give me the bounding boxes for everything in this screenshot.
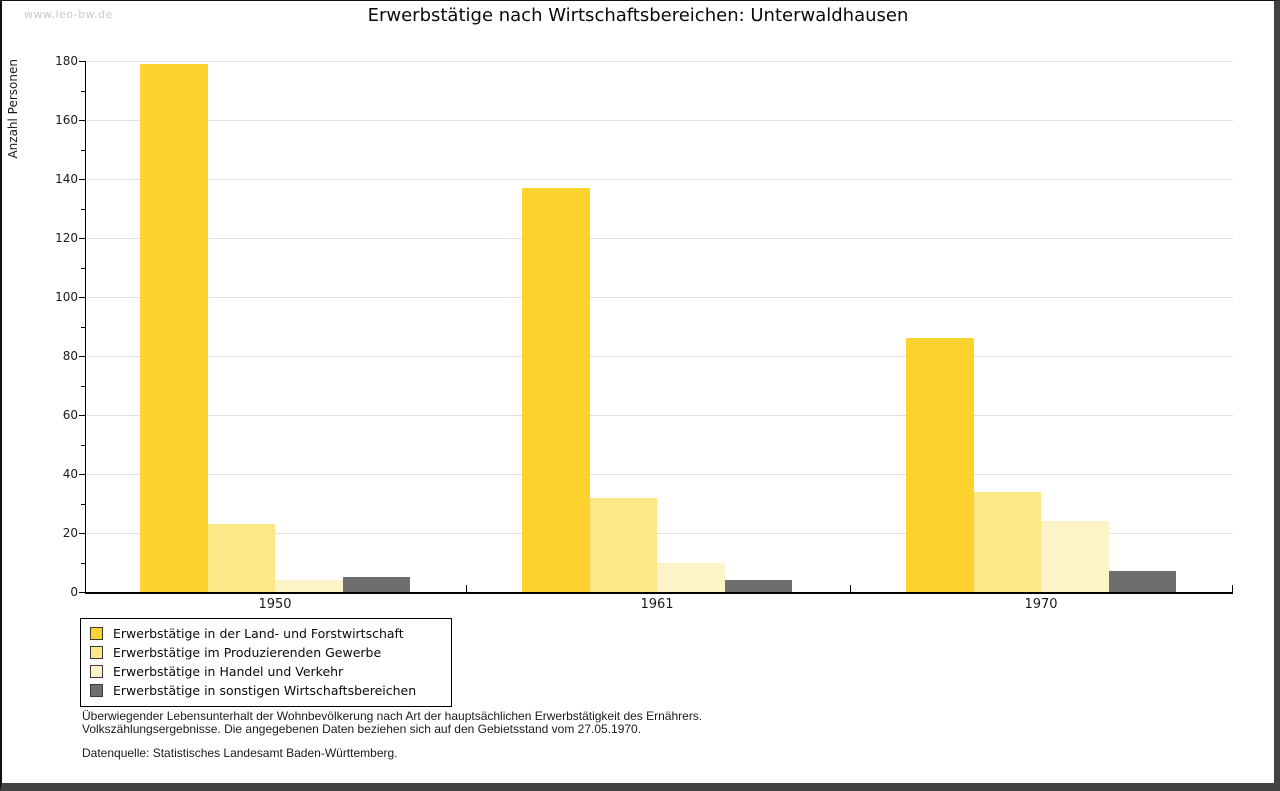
y-tick-minor [81,326,85,328]
gridline-y-40 [87,474,1233,475]
legend-label: Erwerbstätige im Produzierenden Gewerbe [113,645,382,660]
gridline-y-80 [87,356,1233,357]
legend-label: Erwerbstätige in Handel und Verkehr [113,664,344,679]
bar-series-1-1961 [522,187,590,592]
legend-item: Erwerbstätige im Produzierenden Gewerbe [90,643,442,662]
data-source-note: Datenquelle: Statistisches Landesamt Bad… [82,746,398,760]
bar-series-4-1961 [724,580,792,592]
legend-item: Erwerbstätige in sonstigen Wirtschaftsbe… [90,681,442,700]
y-tick-label-40: 40 [62,467,78,481]
y-tick-major [79,474,85,475]
y-tick-major [79,61,85,62]
x-category-label-1950: 1950 [258,597,292,612]
legend-item: Erwerbstätige in der Land- und Forstwirt… [90,624,442,643]
bar-series-3-1970 [1041,521,1109,592]
watermark: www.leo-bw.de [24,8,113,21]
x-axis-tick [466,585,467,592]
legend: Erwerbstätige in der Land- und Forstwirt… [80,618,452,707]
y-tick-major [79,120,85,121]
gridline-y-60 [87,415,1233,416]
y-tick-label-100: 100 [55,290,78,304]
y-tick-label-120: 120 [55,231,78,245]
legend-swatch-icon [90,627,103,640]
y-tick-minor [81,208,85,210]
gridline-y-100 [87,297,1233,298]
legend-item: Erwerbstätige in Handel und Verkehr [90,662,442,681]
y-tick-minor [81,149,85,151]
y-tick-label-60: 60 [62,408,78,422]
legend-swatch-icon [90,665,103,678]
bar-series-3-1950 [275,580,343,592]
y-tick-label-0: 0 [70,585,78,599]
gridline-y-160 [87,120,1233,121]
y-axis-title-text: Anzahl Personen [6,59,20,159]
bar-series-1-1970 [906,338,974,592]
y-tick-major [79,297,85,298]
legend-label: Erwerbstätige in sonstigen Wirtschaftsbe… [113,683,417,698]
y-tick-label-140: 140 [55,172,78,186]
y-tick-label-20: 20 [62,526,78,540]
y-tick-major [79,415,85,416]
bar-series-2-1970 [973,491,1041,592]
legend-swatch-icon [90,684,103,697]
y-tick-major [79,533,85,534]
y-tick-label-180: 180 [55,54,78,68]
footnote-line-1: Überwiegender Lebensunterhalt der Wohnbe… [82,709,703,723]
y-tick-minor [81,562,85,564]
gridline-y-140 [87,179,1233,180]
x-category-label-1961: 1961 [640,597,674,612]
y-tick-minor [81,503,85,505]
x-category-label-1970: 1970 [1024,597,1058,612]
x-axis-tick [1232,585,1233,592]
y-tick-minor [81,444,85,446]
gridline-y-120 [87,238,1233,239]
y-tick-label-80: 80 [62,349,78,363]
chart-title: Erwerbstätige nach Wirtschaftsbereichen:… [367,5,909,26]
legend-swatch-icon [90,646,103,659]
y-tick-major [79,356,85,357]
plot-area [85,61,1233,594]
bar-series-4-1950 [342,577,410,592]
footnote-line-2: Volkszählungsergebnisse. Die angegebenen… [82,722,642,736]
y-tick-major [79,238,85,239]
y-axis-title: Anzahl Personen [6,59,22,167]
y-tick-minor [81,385,85,387]
gridline-y-180 [87,61,1233,62]
bar-series-2-1950 [207,524,275,592]
legend-label: Erwerbstätige in der Land- und Forstwirt… [113,626,404,641]
bar-series-2-1961 [589,497,657,592]
bar-series-4-1970 [1108,571,1176,592]
x-axis-tick [850,585,851,592]
bar-series-3-1961 [657,562,725,592]
y-tick-major [79,179,85,180]
y-tick-label-160: 160 [55,113,78,127]
y-tick-major [79,592,85,593]
gridline-y-20 [87,533,1233,534]
y-tick-minor [81,90,85,92]
y-tick-minor [81,267,85,269]
bar-series-1-1950 [140,63,208,592]
